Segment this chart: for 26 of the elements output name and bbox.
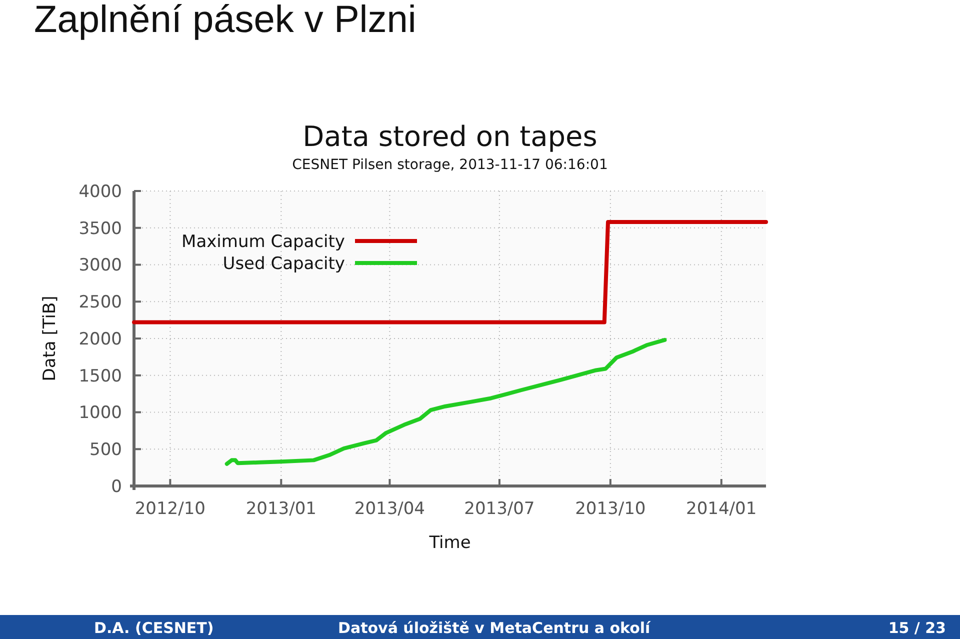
legend-label: Used Capacity [222, 254, 345, 274]
text: 15 / 23 [888, 619, 946, 637]
legend-label: Maximum Capacity [182, 232, 345, 252]
text: D.A. (CESNET) [94, 619, 214, 637]
y-tick-label: 2500 [78, 292, 122, 313]
y-axis-title: Data [TiB] [40, 296, 60, 382]
text: Datová úložiště v MetaCentru a okolí [338, 619, 652, 637]
x-tick-label: 2013/04 [354, 499, 426, 519]
text: Zaplnění pásek v Plzni [34, 0, 416, 41]
y-tick-label: 3500 [78, 218, 122, 239]
y-tick-label: 1500 [78, 366, 122, 386]
y-tick-label: 2000 [78, 329, 122, 350]
line-series [224, 338, 667, 466]
y-tick-label: 500 [90, 440, 122, 460]
x-tick-label: 2013/10 [575, 499, 646, 519]
x-axis-title: Time [428, 533, 471, 553]
y-tick-label: 3000 [78, 256, 122, 276]
y-tick-label: 0 [111, 476, 122, 497]
x-tick-label: 2013/01 [246, 499, 316, 519]
y-tick-label: 1000 [78, 403, 122, 424]
x-tick-label: 2013/07 [464, 499, 535, 519]
chart-subtitle: CESNET Pilsen storage, 2013-11-17 06:16:01 [292, 157, 608, 173]
y-tick-label: 4000 [78, 182, 122, 202]
x-tick-label: 2014/01 [686, 499, 757, 519]
x-tick-label: 2012/10 [134, 499, 206, 519]
chart-title: Data stored on tapes [302, 120, 598, 153]
